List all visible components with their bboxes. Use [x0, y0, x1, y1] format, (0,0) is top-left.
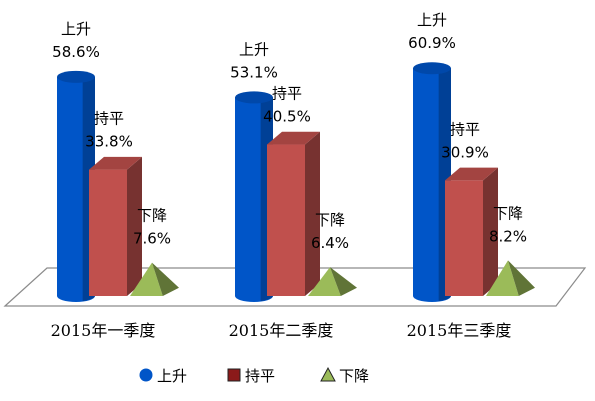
legend-label-1: 持平 — [245, 367, 275, 385]
legend-marker-2 — [320, 366, 336, 382]
value-label-2-1: 6.4% — [311, 234, 349, 252]
value-label-0-2: 60.9% — [408, 34, 456, 52]
value-label-2-2: 8.2% — [489, 227, 527, 245]
series-label-1-2: 持平 — [450, 120, 480, 138]
series-label-2-1: 下降 — [315, 211, 345, 229]
value-label-0-0: 58.6% — [52, 43, 100, 61]
bar-持平-1 — [267, 131, 320, 296]
series-label-0-0: 上升 — [61, 20, 91, 38]
bar-持平-2 — [445, 167, 498, 296]
legend: 上升 持平 下降 — [139, 366, 369, 385]
series-label-1-1: 持平 — [272, 85, 302, 103]
series-label-1-0: 持平 — [94, 110, 124, 128]
legend-item-1: 持平 — [227, 367, 275, 385]
legend-item-0: 上升 — [139, 367, 187, 385]
value-label-0-1: 53.1% — [230, 63, 278, 81]
series-label-0-1: 上升 — [239, 40, 269, 58]
category-label-1: 2015年二季度 — [229, 321, 334, 340]
bar-下降-1 — [308, 267, 357, 296]
bar-持平-0 — [89, 156, 142, 296]
legend-item-2: 下降 — [320, 366, 369, 385]
legend-label-2: 下降 — [339, 367, 369, 385]
series-label-2-2: 下降 — [493, 204, 523, 222]
value-label-1-2: 30.9% — [441, 143, 489, 161]
legend-marker-0 — [139, 368, 153, 382]
value-label-2-0: 7.6% — [133, 230, 171, 248]
chart-marks — [57, 62, 535, 302]
bar-下降-0 — [130, 262, 179, 296]
bar-下降-2 — [486, 260, 535, 296]
value-label-1-0: 33.8% — [85, 133, 133, 151]
category-label-2: 2015年三季度 — [407, 321, 512, 340]
category-labels: 2015年一季度 2015年二季度 2015年三季度 — [51, 321, 512, 340]
legend-marker-1 — [227, 368, 241, 382]
chart-labels: 上升 58.6% 持平 33.8% 下降 7.6% 上升 53.1% 持平 40.5% 下降 6.4%… — [52, 11, 527, 252]
legend-label-0: 上升 — [157, 367, 187, 385]
series-label-0-2: 上升 — [417, 11, 447, 29]
value-label-1-1: 40.5% — [263, 108, 311, 126]
category-label-0: 2015年一季度 — [51, 321, 156, 340]
series-label-2-0: 下降 — [137, 207, 167, 225]
